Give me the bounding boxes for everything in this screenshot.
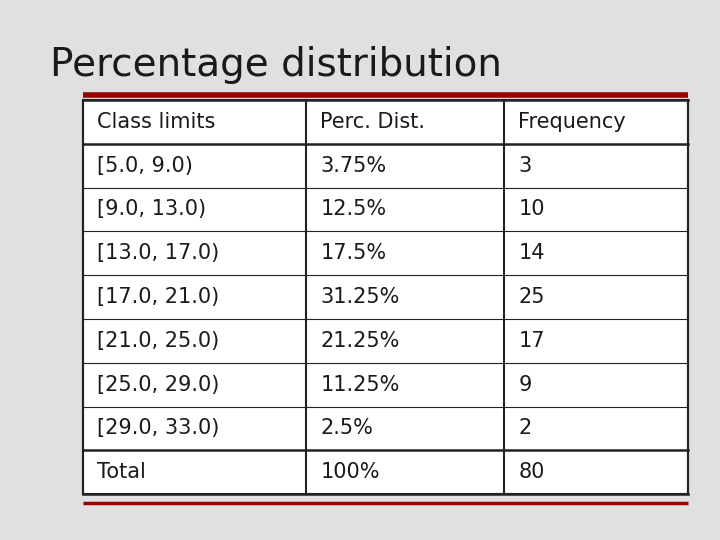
Text: 100%: 100% xyxy=(320,462,380,482)
Text: 80: 80 xyxy=(518,462,545,482)
Text: 10: 10 xyxy=(518,199,545,219)
Text: 3.75%: 3.75% xyxy=(320,156,387,176)
Text: 12.5%: 12.5% xyxy=(320,199,387,219)
Text: [13.0, 17.0): [13.0, 17.0) xyxy=(97,243,220,263)
Text: [21.0, 25.0): [21.0, 25.0) xyxy=(97,331,220,351)
Text: Percentage distribution: Percentage distribution xyxy=(50,46,503,84)
FancyBboxPatch shape xyxy=(83,100,688,494)
Text: 2: 2 xyxy=(518,418,531,438)
Text: [17.0, 21.0): [17.0, 21.0) xyxy=(97,287,220,307)
Text: 25: 25 xyxy=(518,287,545,307)
Text: 14: 14 xyxy=(518,243,545,263)
Text: Frequency: Frequency xyxy=(518,112,626,132)
Text: Class limits: Class limits xyxy=(97,112,215,132)
Text: [25.0, 29.0): [25.0, 29.0) xyxy=(97,375,220,395)
Text: 21.25%: 21.25% xyxy=(320,331,400,351)
Text: 2.5%: 2.5% xyxy=(320,418,373,438)
Text: 17.5%: 17.5% xyxy=(320,243,387,263)
Text: 9: 9 xyxy=(518,375,532,395)
Text: Total: Total xyxy=(97,462,146,482)
Text: 17: 17 xyxy=(518,331,545,351)
Text: 31.25%: 31.25% xyxy=(320,287,400,307)
Text: 3: 3 xyxy=(518,156,531,176)
Text: [29.0, 33.0): [29.0, 33.0) xyxy=(97,418,220,438)
Text: Perc. Dist.: Perc. Dist. xyxy=(320,112,426,132)
Text: [9.0, 13.0): [9.0, 13.0) xyxy=(97,199,207,219)
Text: 11.25%: 11.25% xyxy=(320,375,400,395)
Text: [5.0, 9.0): [5.0, 9.0) xyxy=(97,156,193,176)
